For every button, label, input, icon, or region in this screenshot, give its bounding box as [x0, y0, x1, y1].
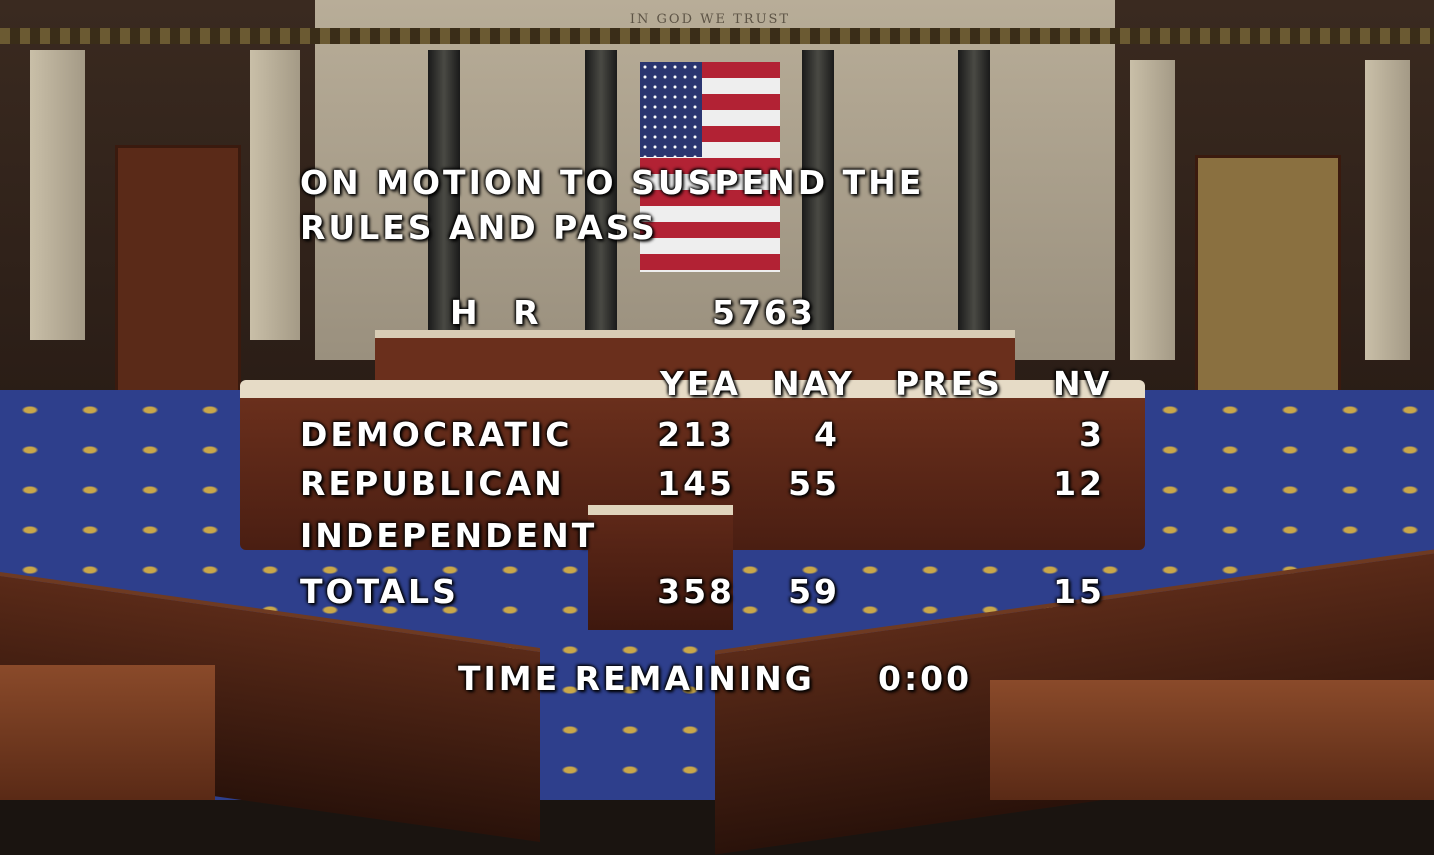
time-remaining-label: TIME REMAINING [458, 659, 815, 698]
pillar [30, 50, 85, 340]
frieze [0, 28, 1434, 44]
pillar [250, 50, 300, 340]
lectern-table-left [0, 665, 215, 800]
time-remaining-value: 0:00 [878, 659, 973, 698]
nay-count: 4 [814, 415, 840, 454]
yea-count: 213 [657, 415, 735, 454]
column-header-nv: NV [1053, 364, 1113, 403]
nv-count: 15 [1053, 572, 1105, 611]
motion-title-line2: RULES AND PASS [300, 208, 658, 247]
left-door [115, 145, 241, 396]
nay-count: 55 [788, 464, 840, 503]
party-label: TOTALS [300, 572, 459, 611]
lectern-table-right [990, 680, 1434, 800]
marble-column [958, 50, 990, 340]
party-label: DEMOCRATIC [300, 415, 573, 454]
podium [588, 505, 733, 630]
column-header-nay: NAY [772, 364, 855, 403]
column-header-yea: YEA [660, 364, 741, 403]
flag-canton [640, 62, 702, 157]
marble-column [428, 50, 460, 340]
column-header-pres: PRES [895, 364, 1003, 403]
right-doorway [1195, 155, 1341, 411]
pillar [1130, 60, 1175, 360]
inscription: IN GOD WE TRUST [629, 12, 791, 27]
marble-column [802, 50, 834, 340]
marble-column [585, 50, 617, 340]
nv-count: 3 [1079, 415, 1105, 454]
yea-count: 145 [657, 464, 735, 503]
nv-count: 12 [1053, 464, 1105, 503]
pillar [1365, 60, 1410, 360]
motion-title-line1: ON MOTION TO SUSPEND THE [300, 163, 925, 202]
party-label: INDEPENDENT [300, 516, 598, 555]
bill-prefix: H R [450, 293, 551, 332]
party-label: REPUBLICAN [300, 464, 565, 503]
bill-number: 5763 [712, 293, 816, 332]
yea-count: 358 [657, 572, 735, 611]
nay-count: 59 [788, 572, 840, 611]
